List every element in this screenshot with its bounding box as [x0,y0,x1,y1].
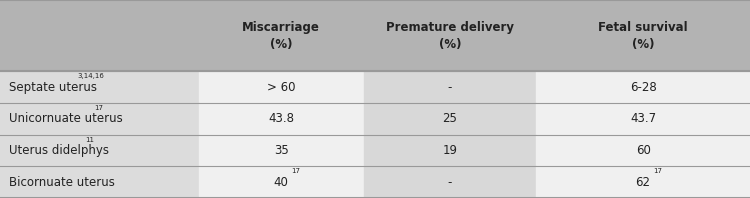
Text: 17: 17 [94,105,103,111]
Bar [364,103,536,135]
Bar [199,103,364,135]
Text: Unicornuate uterus: Unicornuate uterus [9,112,123,125]
Text: 3,14,16: 3,14,16 [77,73,104,79]
Text: 35: 35 [274,144,289,157]
Bar [0,0,750,71]
Text: 60: 60 [636,144,650,157]
Text: 17: 17 [291,168,300,174]
Bar [536,135,750,166]
Bar [199,166,364,198]
Text: Bicornuate uterus: Bicornuate uterus [9,176,115,189]
Text: -: - [448,81,452,94]
Bar [199,71,364,103]
Text: 11: 11 [86,137,94,143]
Bar [364,135,536,166]
Bar [364,166,536,198]
Text: Fetal survival
(%): Fetal survival (%) [598,21,688,51]
Text: 25: 25 [442,112,458,125]
Text: 43.8: 43.8 [268,112,294,125]
Text: 6-28: 6-28 [630,81,656,94]
Text: 17: 17 [653,168,662,174]
Text: 19: 19 [442,144,458,157]
Bar [0,166,199,198]
Text: > 60: > 60 [267,81,296,94]
Text: 43.7: 43.7 [630,112,656,125]
Bar [536,103,750,135]
Text: Premature delivery
(%): Premature delivery (%) [386,21,514,51]
Text: -: - [448,176,452,189]
Text: Septate uterus: Septate uterus [9,81,97,94]
Bar [536,166,750,198]
Text: 62: 62 [635,176,650,189]
Bar [0,135,199,166]
Text: 40: 40 [274,176,289,189]
Bar [0,103,199,135]
Bar [536,71,750,103]
Bar [199,135,364,166]
Text: Uterus didelphys: Uterus didelphys [9,144,109,157]
Text: Miscarriage
(%): Miscarriage (%) [242,21,320,51]
Bar [364,71,536,103]
Bar [0,71,199,103]
